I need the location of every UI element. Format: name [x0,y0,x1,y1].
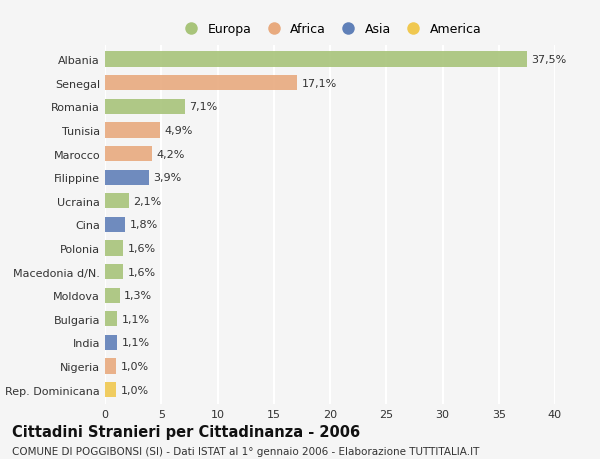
Text: 4,2%: 4,2% [157,149,185,159]
Text: 1,0%: 1,0% [121,385,149,395]
Text: 7,1%: 7,1% [190,102,218,112]
Bar [105,264,123,280]
Bar [105,100,185,115]
Text: 17,1%: 17,1% [302,78,337,89]
Bar [105,123,160,138]
Bar [105,146,152,162]
Text: 37,5%: 37,5% [532,55,566,65]
Bar [105,358,116,374]
Text: 1,0%: 1,0% [121,361,149,371]
Bar [105,312,118,327]
Text: 1,3%: 1,3% [124,291,152,301]
Text: 1,1%: 1,1% [122,338,150,347]
Bar [105,335,118,350]
Text: 1,6%: 1,6% [128,267,155,277]
Bar [105,382,116,397]
Text: Cittadini Stranieri per Cittadinanza - 2006: Cittadini Stranieri per Cittadinanza - 2… [12,425,360,440]
Text: 4,9%: 4,9% [164,126,193,136]
Text: 3,9%: 3,9% [154,173,182,183]
Text: 1,6%: 1,6% [128,243,155,253]
Bar [105,288,119,303]
Bar [105,170,149,185]
Text: COMUNE DI POGGIBONSI (SI) - Dati ISTAT al 1° gennaio 2006 - Elaborazione TUTTITA: COMUNE DI POGGIBONSI (SI) - Dati ISTAT a… [12,446,479,456]
Text: 1,8%: 1,8% [130,220,158,230]
Text: 2,1%: 2,1% [133,196,161,207]
Bar [105,217,125,233]
Text: 1,1%: 1,1% [122,314,150,324]
Bar [105,52,527,67]
Bar [105,194,128,209]
Legend: Europa, Africa, Asia, America: Europa, Africa, Asia, America [179,23,481,36]
Bar [105,76,298,91]
Bar [105,241,123,256]
